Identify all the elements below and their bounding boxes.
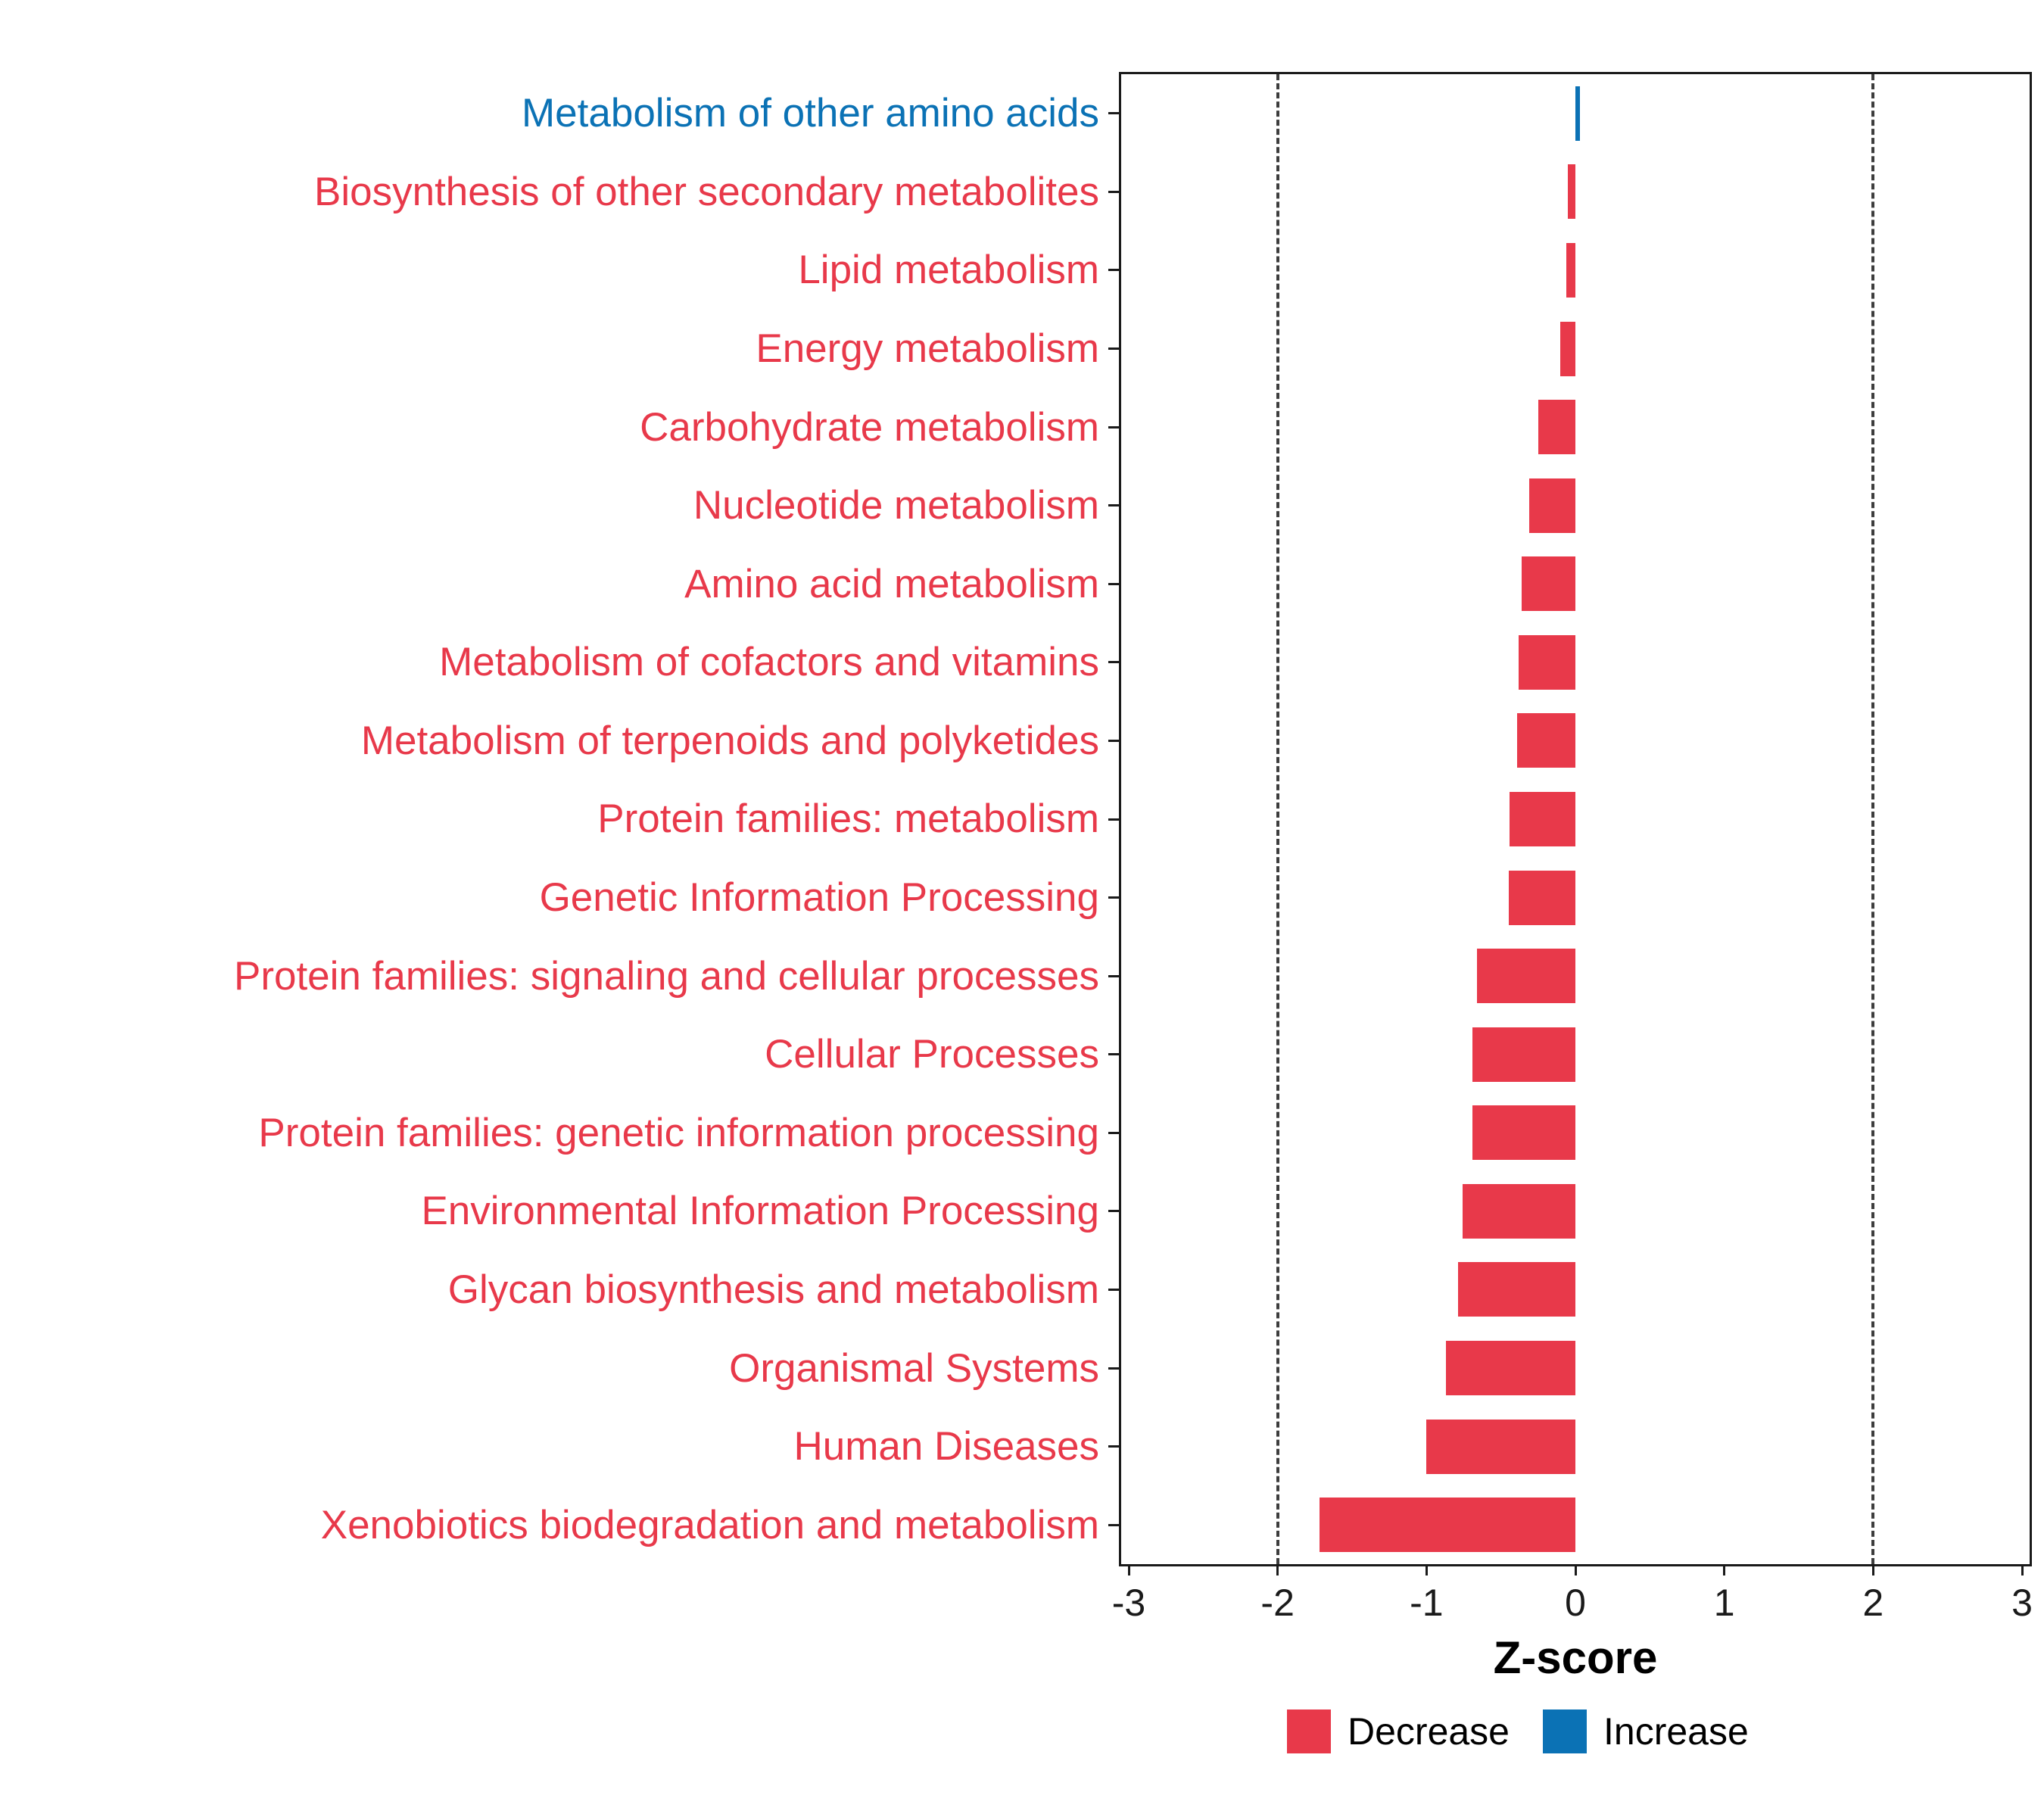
bar [1538, 400, 1575, 455]
legend: Decrease Increase [1287, 1707, 1749, 1756]
reference-line [1871, 74, 1875, 1564]
x-axis-tick [1127, 1564, 1130, 1575]
bar [1560, 321, 1575, 376]
y-axis-tick [1108, 1523, 1119, 1526]
y-axis-tick [1108, 504, 1119, 507]
bar [1457, 1262, 1575, 1317]
y-axis-tick [1108, 1367, 1119, 1370]
y-axis-label: Carbohydrate metabolism [640, 404, 1099, 450]
y-axis-label: Organismal Systems [729, 1345, 1099, 1391]
bar [1510, 792, 1575, 846]
bar [1472, 1105, 1575, 1161]
x-axis-tick [1425, 1564, 1428, 1575]
legend-swatch-increase-icon [1543, 1709, 1587, 1753]
bar [1508, 870, 1575, 925]
bar [1522, 556, 1575, 612]
bar [1319, 1498, 1575, 1553]
x-axis-tick [1871, 1564, 1874, 1575]
x-axis-tick [1276, 1564, 1279, 1575]
bar [1519, 634, 1575, 690]
bar [1529, 478, 1575, 533]
y-axis-tick [1108, 818, 1119, 821]
legend-label-increase: Increase [1603, 1710, 1749, 1753]
bar [1568, 164, 1575, 220]
x-axis-tick [1723, 1564, 1726, 1575]
legend-entry-increase: Increase [1543, 1709, 1749, 1753]
bar [1575, 86, 1580, 141]
legend-label-decrease: Decrease [1348, 1710, 1510, 1753]
y-axis-label: Nucleotide metabolism [693, 483, 1099, 528]
y-axis-tick [1108, 1053, 1119, 1056]
x-axis-tick [1574, 1564, 1577, 1575]
y-axis-label: Metabolism of terpenoids and polyketides [360, 718, 1099, 763]
x-axis-tick [2021, 1564, 2024, 1575]
y-axis-label: Protein families: signaling and cellular… [233, 953, 1099, 999]
bar [1517, 713, 1575, 768]
x-axis-tick-label: 2 [1862, 1582, 1884, 1624]
y-axis-labels: Metabolism of other amino acids Biosynthe… [0, 74, 1099, 1564]
x-axis-tick-label: 1 [1713, 1582, 1735, 1624]
y-axis-label: Metabolism of other amino acids [522, 91, 1099, 136]
y-axis-label: Amino acid metabolism [684, 561, 1099, 606]
y-axis-label: Protein families: metabolism [597, 796, 1099, 842]
y-axis-tick [1108, 425, 1119, 429]
y-axis-label: Lipid metabolism [798, 248, 1099, 293]
y-axis-tick [1108, 1445, 1119, 1448]
y-axis-tick [1108, 896, 1119, 899]
bar [1472, 1027, 1575, 1082]
bar [1462, 1183, 1575, 1239]
y-axis-tick [1108, 190, 1119, 193]
y-axis-label: Glycan biosynthesis and metabolism [447, 1267, 1099, 1312]
y-axis-tick [1108, 974, 1119, 977]
y-axis-tick [1108, 739, 1119, 742]
bar [1426, 1419, 1575, 1474]
y-axis-tick [1108, 582, 1119, 585]
bar [1477, 949, 1575, 1004]
plot-panel [1108, 72, 2032, 1566]
y-axis-tick [1108, 1131, 1119, 1134]
y-axis-tick [1108, 269, 1119, 272]
y-axis-label: Human Diseases [793, 1424, 1099, 1469]
x-axis-tick-label: -3 [1111, 1582, 1146, 1624]
reference-line [1276, 74, 1279, 1564]
x-axis: -3 -2 -1 0 1 2 3 [1112, 1564, 2033, 1663]
y-axis-label: Cellular Processes [765, 1032, 1099, 1077]
y-axis-label: Genetic Information Processing [539, 875, 1099, 921]
legend-entry-decrease: Decrease [1287, 1709, 1510, 1753]
y-axis-tick [1108, 1210, 1119, 1213]
y-axis-label: Biosynthesis of other secondary metaboli… [314, 169, 1099, 214]
x-axis-tick-label: 0 [1565, 1582, 1586, 1624]
y-axis-label: Environmental Information Processing [421, 1189, 1099, 1234]
y-axis-tick [1108, 348, 1119, 351]
x-axis-tick-label: -2 [1260, 1582, 1295, 1624]
x-axis-tick-label: 3 [2011, 1582, 2033, 1624]
y-axis-tick [1108, 112, 1119, 115]
y-axis-tick [1108, 661, 1119, 664]
legend-swatch-decrease-icon [1287, 1709, 1331, 1753]
x-axis-tick-label: -1 [1410, 1582, 1444, 1624]
x-axis-title: Z-score [1493, 1632, 1658, 1683]
bar [1566, 242, 1575, 298]
bar [1445, 1341, 1575, 1396]
y-axis-label: Energy metabolism [756, 326, 1099, 372]
y-axis-label: Metabolism of cofactors and vitamins [439, 640, 1099, 685]
y-axis-label: Protein families: genetic information pr… [258, 1110, 1099, 1155]
y-axis-label: Xenobiotics biodegradation and metabolis… [320, 1502, 1099, 1547]
y-axis-tick [1108, 1288, 1119, 1291]
